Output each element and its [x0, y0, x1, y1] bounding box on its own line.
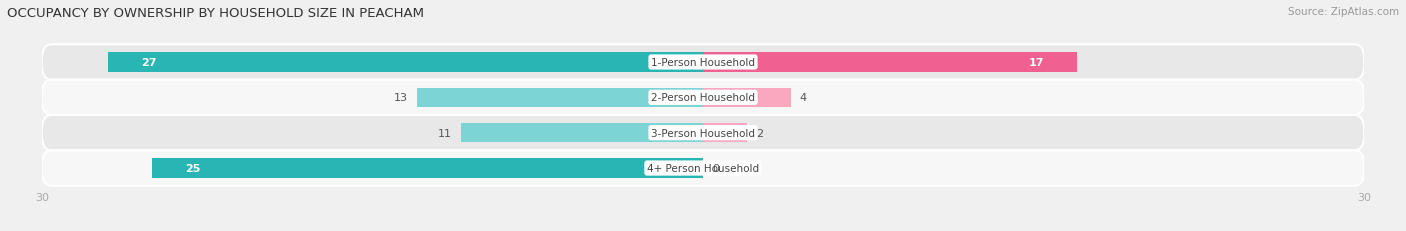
- FancyBboxPatch shape: [42, 45, 1364, 80]
- Bar: [152, 159, 703, 178]
- FancyBboxPatch shape: [42, 151, 1364, 186]
- Text: 27: 27: [141, 58, 157, 68]
- Text: 0: 0: [711, 163, 718, 173]
- Text: 2: 2: [756, 128, 763, 138]
- Text: 2-Person Household: 2-Person Household: [651, 93, 755, 103]
- Text: 4: 4: [800, 93, 807, 103]
- Bar: [461, 123, 703, 143]
- Text: 25: 25: [186, 163, 201, 173]
- FancyBboxPatch shape: [42, 80, 1364, 116]
- FancyBboxPatch shape: [42, 116, 1364, 151]
- Bar: [703, 53, 1077, 72]
- Text: 17: 17: [1029, 58, 1045, 68]
- Text: OCCUPANCY BY OWNERSHIP BY HOUSEHOLD SIZE IN PEACHAM: OCCUPANCY BY OWNERSHIP BY HOUSEHOLD SIZE…: [7, 7, 425, 20]
- Text: 1-Person Household: 1-Person Household: [651, 58, 755, 68]
- Text: 11: 11: [437, 128, 451, 138]
- Text: 3-Person Household: 3-Person Household: [651, 128, 755, 138]
- Bar: [416, 88, 703, 108]
- Text: Source: ZipAtlas.com: Source: ZipAtlas.com: [1288, 7, 1399, 17]
- Text: 4+ Person Household: 4+ Person Household: [647, 163, 759, 173]
- Bar: [108, 53, 703, 72]
- Text: 13: 13: [394, 93, 408, 103]
- Bar: [703, 123, 747, 143]
- Bar: [703, 88, 792, 108]
